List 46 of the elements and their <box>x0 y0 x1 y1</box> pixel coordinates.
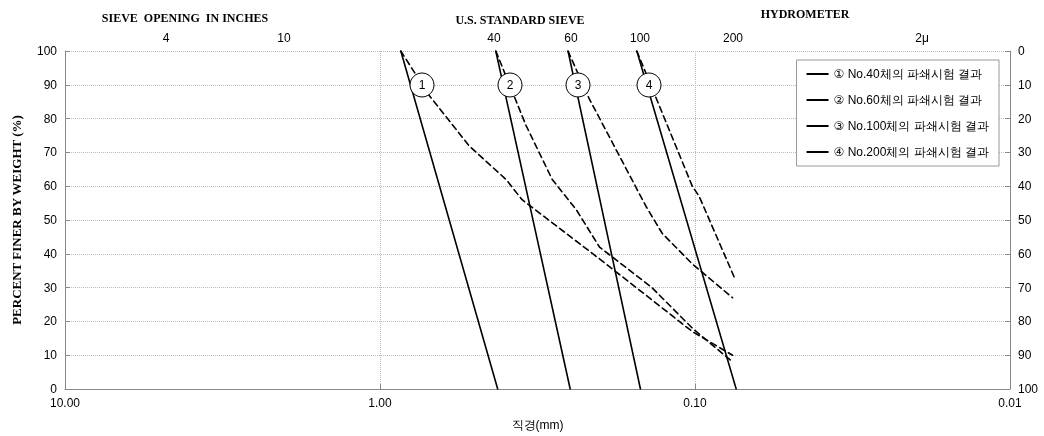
y-tick-label: 60 <box>43 179 58 194</box>
annotation: 4 <box>645 78 653 92</box>
legend-label: ② No.60체의 파쇄시험 결과 <box>833 93 983 107</box>
y2-tick-label: 100 <box>1018 382 1039 396</box>
text: SIEVE OPENING IN INCHES <box>101 11 269 25</box>
x-tick-label: 0.10 <box>683 396 707 410</box>
text: 4 <box>162 31 170 45</box>
y2-tick-label: 10 <box>1018 77 1032 92</box>
legend-label: ① No.40체의 파쇄시험 결과 <box>833 67 983 81</box>
text: 10 <box>277 31 291 45</box>
text: 60 <box>564 31 578 45</box>
y2-tick-label: 0 <box>1018 44 1025 58</box>
y2-tick-label: 90 <box>1018 348 1032 363</box>
text: 100 <box>629 31 651 45</box>
y-tick-label: 40 <box>43 246 58 261</box>
y2-tick-label: 20 <box>1018 111 1032 126</box>
x-tick-label: 10.00 <box>49 396 81 410</box>
text: 200 <box>722 31 744 45</box>
y-axis-title: PERCENT FINER BY WEIGHT (%) <box>9 115 24 325</box>
y2-tick-label: 60 <box>1018 246 1032 261</box>
annotation: 2 <box>506 78 514 92</box>
y-tick-label: 30 <box>43 280 58 295</box>
annotation: 1 <box>418 78 426 92</box>
legend-label: ③ No.100체의 파쇄시험 결과 <box>833 119 990 133</box>
legend-label: ④ No.200체의 파쇄시험 결과 <box>833 145 990 159</box>
y2-tick-label: 70 <box>1018 280 1032 295</box>
y2-tick-label: 50 <box>1018 213 1032 227</box>
y-tick-label: 20 <box>43 314 58 329</box>
y-tick-label: 10 <box>43 348 58 363</box>
y2-tick-label: 30 <box>1018 145 1032 160</box>
y-tick-label: 70 <box>43 145 58 160</box>
text: 2μ <box>915 31 929 45</box>
y-tick-label: 0 <box>50 382 58 396</box>
x-tick-label: 0.01 <box>998 396 1022 410</box>
y-tick-label: 80 <box>43 111 58 126</box>
y-tick-label: 90 <box>43 77 58 92</box>
annotation: 3 <box>574 78 582 92</box>
y2-tick-label: 80 <box>1018 314 1032 329</box>
text: U.S. STANDARD SIEVE <box>455 13 585 27</box>
x-axis-title: 직경(mm) <box>511 418 564 432</box>
y-tick-label: 100 <box>36 44 58 58</box>
y-tick-label: 50 <box>43 213 58 227</box>
y2-tick-label: 40 <box>1018 179 1032 194</box>
x-tick-label: 1.00 <box>368 396 392 410</box>
text: HYDROMETER <box>760 7 850 21</box>
text: 40 <box>487 31 501 45</box>
